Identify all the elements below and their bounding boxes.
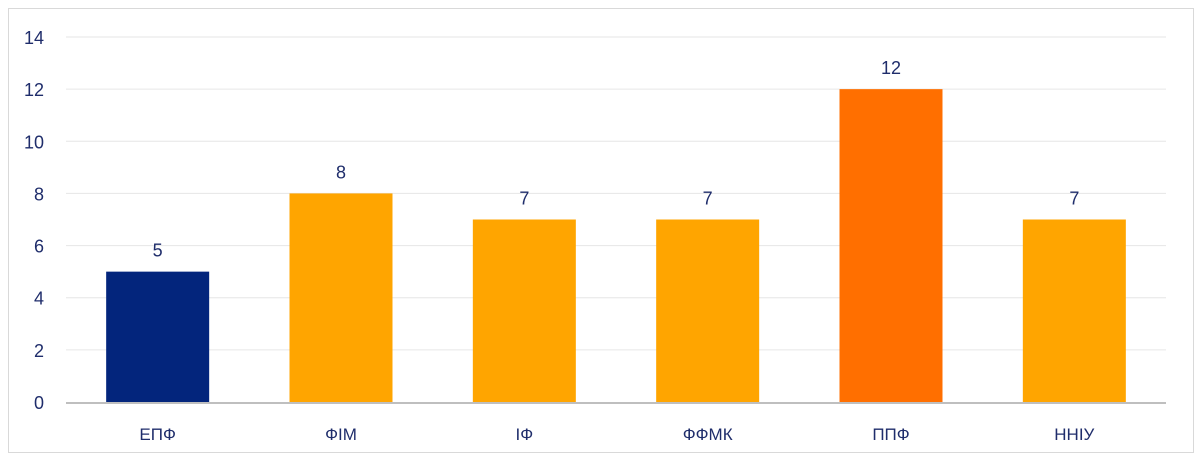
bar-5 <box>839 89 943 403</box>
bar-4 <box>656 219 760 402</box>
y-tick-label: 10 <box>24 132 44 152</box>
x-tick-label: ФФМК <box>683 425 733 444</box>
data-label-3: 7 <box>519 189 529 209</box>
y-axis-ticks: 0 2 4 6 8 10 12 14 <box>24 28 44 413</box>
data-label-2: 8 <box>336 162 346 182</box>
y-tick-label: 0 <box>34 393 44 413</box>
gridlines <box>66 36 1166 351</box>
bars <box>106 89 1126 403</box>
bar-1 <box>106 271 210 402</box>
data-label-6: 7 <box>1069 189 1079 209</box>
x-axis-labels: ЕПФ ФІМ ІФ ФФМК ППФ ННІУ <box>139 425 1094 444</box>
y-tick-label: 2 <box>34 341 44 361</box>
data-label-4: 7 <box>703 189 713 209</box>
y-tick-label: 6 <box>34 237 44 257</box>
data-label-5: 12 <box>881 58 901 78</box>
y-tick-label: 4 <box>34 289 44 309</box>
x-tick-label: ННІУ <box>1054 425 1094 444</box>
y-tick-label: 14 <box>24 28 44 48</box>
x-tick-label: ФІМ <box>325 425 357 444</box>
y-tick-label: 8 <box>34 184 44 204</box>
x-tick-label: ІФ <box>516 425 534 444</box>
x-tick-label: ППФ <box>872 425 909 444</box>
bar-6 <box>1022 219 1126 402</box>
y-tick-label: 12 <box>24 80 44 100</box>
x-tick-label: ЕПФ <box>139 425 175 444</box>
bar-2 <box>289 193 393 402</box>
data-label-1: 5 <box>153 241 163 261</box>
data-labels: 5 8 7 7 12 7 <box>153 58 1080 261</box>
bar-3 <box>472 219 576 402</box>
